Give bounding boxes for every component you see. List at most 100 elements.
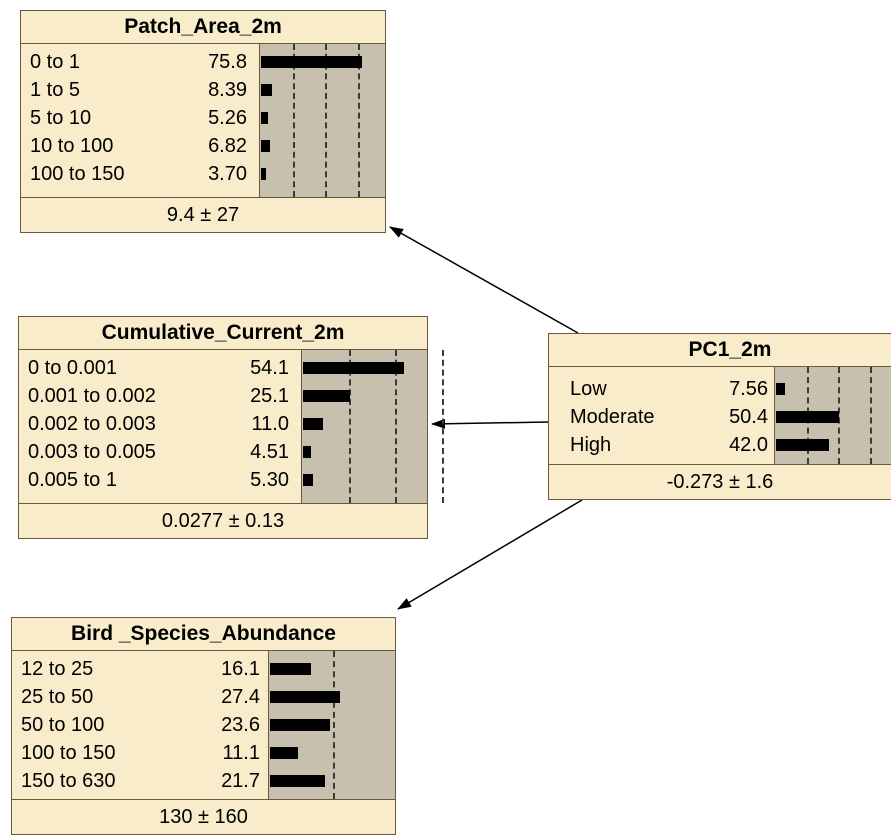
edge-pc1-to-cumulative-current — [431, 418, 549, 429]
probability-bar — [270, 663, 312, 675]
node-states: 0 to 0.001 54.1 0.001 to 0.002 25.1 0.00… — [19, 350, 444, 504]
state-probability: 25.1 — [250, 385, 289, 407]
edge-pc1-to-patch-area — [389, 226, 579, 334]
gridline — [869, 367, 872, 464]
bird-species-abundance-node[interactable]: Bird _Species_Abundance 12 to 25 16.1 25… — [11, 617, 396, 835]
state-row: 10 to 100 6.82 — [21, 132, 385, 160]
state-row: 5 to 10 5.26 — [21, 104, 385, 132]
cumulative-current-node[interactable]: Cumulative_Current_2m 0 to 0.001 54.1 0.… — [18, 316, 444, 539]
node-title: Cumulative_Current_2m — [19, 317, 427, 350]
belief-bar-chart — [301, 350, 444, 503]
state-row: Moderate 50.4 — [549, 403, 891, 431]
state-row: 150 to 630 21.7 — [12, 767, 395, 795]
state-probability: 5.30 — [250, 469, 289, 491]
probability-bar — [303, 474, 313, 486]
probability-bar — [261, 112, 268, 124]
state-row: 0.003 to 0.005 4.51 — [19, 438, 427, 466]
probability-bar — [261, 56, 362, 68]
state-row: High 42.0 — [549, 431, 891, 459]
state-probability: 42.0 — [729, 434, 768, 456]
state-label: Moderate — [570, 406, 655, 428]
patch-area-node[interactable]: Patch_Area_2m 0 to 1 75.8 1 to 5 8.39 5 … — [20, 10, 386, 233]
belief-bar-chart — [268, 651, 395, 799]
state-label: High — [570, 434, 612, 456]
node-title: PC1_2m — [549, 334, 891, 367]
state-label: 5 to 10 — [30, 107, 92, 129]
gridline — [395, 350, 397, 503]
state-probability: 16.1 — [221, 658, 260, 680]
node-summary: -0.273 ± 1.6 — [666, 471, 774, 493]
node-states: 0 to 1 75.8 1 to 5 8.39 5 to 10 5.26 10 … — [21, 44, 385, 198]
state-probability: 27.4 — [221, 686, 260, 708]
probability-bar — [261, 84, 273, 96]
probability-bar — [776, 383, 786, 395]
state-label: 10 to 100 — [30, 135, 114, 157]
state-label: 100 to 150 — [30, 163, 125, 185]
node-states: Low 7.56 Moderate 50.4 High 42.0 — [549, 367, 891, 465]
gridline — [357, 44, 360, 197]
state-label: Low — [570, 378, 607, 400]
state-row: 0.005 to 1 5.30 — [19, 466, 427, 494]
state-row: 25 to 50 27.4 — [12, 683, 395, 711]
state-probability: 7.56 — [729, 378, 768, 400]
pc1-node[interactable]: PC1_2m Low 7.56 Moderate 50.4 High 42.0 … — [548, 333, 891, 500]
probability-bar — [270, 747, 299, 759]
state-row: 1 to 5 8.39 — [21, 76, 385, 104]
state-probability: 21.7 — [221, 770, 260, 792]
state-label: 50 to 100 — [21, 714, 105, 736]
state-probability: 5.26 — [208, 107, 247, 129]
state-probability: 11.0 — [251, 413, 289, 435]
gridline — [325, 44, 327, 197]
belief-bar-chart — [774, 367, 891, 464]
state-label: 0.003 to 0.005 — [28, 441, 156, 463]
state-label: 1 to 5 — [30, 79, 81, 101]
probability-bar — [303, 362, 404, 374]
state-label: 0.002 to 0.003 — [28, 413, 156, 435]
state-label: 0 to 1 — [30, 51, 81, 73]
state-row: 0 to 1 75.8 — [21, 48, 385, 76]
node-states: 12 to 25 16.1 25 to 50 27.4 50 to 100 23… — [12, 651, 395, 800]
probability-bar — [303, 390, 350, 402]
state-row: 100 to 150 3.70 — [21, 160, 385, 188]
probability-bar — [261, 140, 271, 152]
node-title: Patch_Area_2m — [21, 11, 385, 44]
state-probability: 11.1 — [222, 742, 260, 764]
node-summary: 130 ± 160 — [159, 806, 248, 828]
state-probability: 6.82 — [208, 135, 247, 157]
state-probability: 75.8 — [208, 51, 247, 73]
gridline — [838, 367, 840, 464]
state-probability: 4.51 — [250, 441, 289, 463]
state-probability: 54.1 — [250, 357, 289, 379]
state-label: 0.001 to 0.002 — [28, 385, 156, 407]
state-probability: 50.4 — [729, 406, 768, 428]
state-row: 0 to 0.001 54.1 — [19, 354, 427, 382]
state-row: 0.002 to 0.003 11.0 — [19, 410, 427, 438]
node-summary: 9.4 ± 27 — [166, 204, 240, 226]
node-title: Bird _Species_Abundance — [12, 618, 395, 651]
state-label: 12 to 25 — [21, 658, 94, 680]
probability-bar — [303, 446, 312, 458]
state-label: 150 to 630 — [21, 770, 116, 792]
node-summary: 0.0277 ± 0.13 — [161, 510, 285, 532]
state-probability: 23.6 — [221, 714, 260, 736]
gridline — [348, 350, 351, 503]
probability-bar — [270, 691, 340, 703]
state-row: 50 to 100 23.6 — [12, 711, 395, 739]
edge-pc1-to-bird-species — [397, 499, 583, 610]
state-label: 100 to 150 — [21, 742, 116, 764]
probability-bar — [776, 411, 839, 423]
state-row: Low 7.56 — [549, 375, 891, 403]
state-row: 100 to 150 11.1 — [12, 739, 395, 767]
belief-bar-chart — [259, 44, 385, 197]
probability-bar — [270, 775, 326, 787]
gridline — [441, 350, 444, 503]
probability-bar — [776, 439, 829, 451]
state-label: 0 to 0.001 — [28, 357, 117, 379]
state-probability: 8.39 — [208, 79, 247, 101]
state-label: 0.005 to 1 — [28, 469, 117, 491]
gridline — [332, 651, 335, 799]
state-row: 12 to 25 16.1 — [12, 655, 395, 683]
gridline — [292, 44, 295, 197]
state-probability: 3.70 — [208, 163, 247, 185]
